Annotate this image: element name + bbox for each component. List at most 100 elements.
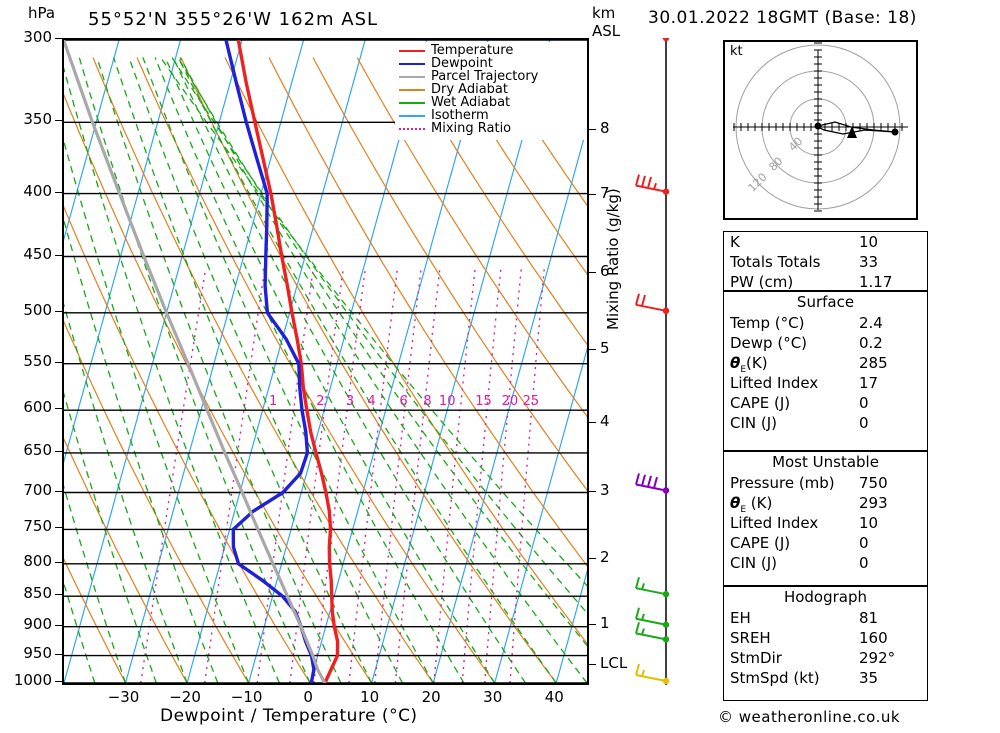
dry-adiabat-line <box>64 205 311 683</box>
dry-adiabat-line <box>136 57 496 683</box>
temperature-tick-label: 30 <box>483 688 503 706</box>
legend-label: Isotherm <box>431 108 489 123</box>
dry-adiabat-line <box>312 57 587 492</box>
mixing-ratio-label: 15 <box>475 394 492 409</box>
height-tick <box>589 490 596 492</box>
height-tick-label: 8 <box>600 119 610 138</box>
stat-key: Lifted Index <box>730 374 819 392</box>
legend-item: Mixing Ratio <box>395 122 587 135</box>
pressure-tick <box>55 120 62 122</box>
skewt-canvas: 1 2 3 4 6 8 10 15 20 25 <box>64 40 587 683</box>
stat-value: 0 <box>859 554 869 572</box>
hodograph-trace <box>817 121 896 135</box>
wet-adiabat-line <box>172 57 527 683</box>
stat-row: PW (cm) 1.17 <box>724 272 927 292</box>
wind-barb-full <box>635 473 640 485</box>
wet-adiabat-line <box>64 303 188 683</box>
wet-adiabat-line <box>177 57 587 647</box>
skewt-plot-area: 1 2 3 4 6 8 10 15 20 25 <box>62 38 589 685</box>
pressure-tick <box>55 191 62 193</box>
stat-key: Temp (°C) <box>730 314 805 332</box>
stat-row: CIN (J) 0 <box>724 413 927 433</box>
legend-label: Wet Adiabat <box>431 95 511 110</box>
legend-label: Dewpoint <box>431 56 493 71</box>
mixing-ratio-line <box>394 268 441 683</box>
pressure-tick <box>55 653 62 655</box>
x-axis-title: Dewpoint / Temperature (°C) <box>160 706 418 726</box>
stat-key: CIN (J) <box>730 554 778 572</box>
pressure-tick-label: 750 <box>23 517 52 536</box>
legend-item: Dewpoint <box>395 57 587 70</box>
stat-value: 81 <box>859 609 879 627</box>
stat-row: θE (K) 293 <box>724 493 927 515</box>
wind-barb <box>635 607 670 628</box>
stat-row: SREH 160 <box>724 628 927 648</box>
stat-value: 35 <box>859 669 879 687</box>
wind-barb-shaft <box>635 184 667 193</box>
stat-key: StmSpd (kt) <box>730 669 820 687</box>
wind-barb-full <box>635 576 640 589</box>
wet-adiabat-line <box>142 57 434 683</box>
mixing-ratio-line <box>433 268 476 683</box>
mixing-ratio-line <box>348 268 399 683</box>
stat-key: Lifted Index <box>730 514 819 532</box>
wet-adiabat-line <box>64 139 250 683</box>
isotherm-line <box>186 40 366 683</box>
stat-value: 293 <box>859 494 888 512</box>
stat-row: K 10 <box>724 232 927 252</box>
hodograph-unit-label: kt <box>730 44 743 59</box>
wind-barb-half <box>641 613 645 621</box>
stat-value: 33 <box>859 253 879 271</box>
stat-value: 160 <box>859 629 888 647</box>
legend-item: Wet Adiabat <box>395 96 587 109</box>
height-tick-label: 2 <box>600 548 610 567</box>
wind-barb-shaft <box>635 483 667 492</box>
panel-title: Hodograph <box>783 588 868 606</box>
dry-adiabat-line <box>356 57 587 418</box>
mixing-ratio-label: 10 <box>439 394 456 409</box>
stat-value: 0.2 <box>859 334 883 352</box>
stat-key: EH <box>730 609 751 627</box>
legend-swatch-wet-adiabat <box>399 101 425 104</box>
stat-value: 10 <box>859 233 879 251</box>
wind-barb-full <box>647 475 652 488</box>
wind-barb <box>635 663 670 685</box>
mixing-ratio-label: 2 <box>316 394 324 409</box>
stat-row: StmSpd (kt) 35 <box>724 668 927 688</box>
wind-barb-full <box>635 663 640 676</box>
chart-legend: Temperature Dewpoint Parcel Trajectory Dry … <box>395 42 587 140</box>
height-tick-label: 5 <box>600 338 610 357</box>
wind-barb-full <box>635 607 640 619</box>
stat-value: 0 <box>859 394 869 412</box>
stat-row: Totals Totals 33 <box>724 252 927 272</box>
stat-value: 285 <box>859 354 888 372</box>
legend-label: Temperature <box>431 43 514 58</box>
stat-key: K <box>730 233 740 251</box>
dry-adiabat-line <box>64 320 250 683</box>
stat-key: CAPE (J) <box>730 534 791 552</box>
mixing-ratio-label: 6 <box>399 394 407 409</box>
dry-adiabat-line <box>400 57 587 346</box>
pressure-tick-label: 450 <box>23 244 52 263</box>
pressure-tick <box>55 310 62 312</box>
wind-barb-shaft <box>635 674 667 682</box>
stat-key: CIN (J) <box>730 414 778 432</box>
isotherm-line <box>555 569 587 683</box>
dry-adiabat-line <box>268 57 587 567</box>
legend-item: Dry Adiabat <box>395 83 587 96</box>
pressure-tick-label: 900 <box>23 614 52 633</box>
stat-row: Lifted Index 17 <box>724 373 927 393</box>
height-tick-label: 1 <box>600 613 610 632</box>
stat-row: EH 81 <box>724 608 927 628</box>
wind-barb-full <box>641 294 646 307</box>
pressure-tick-label: 950 <box>23 643 52 662</box>
wet-adiabat-line <box>112 57 373 683</box>
stat-row: Pressure (mb) 750 <box>724 473 927 493</box>
stat-row: CIN (J) 0 <box>724 553 927 573</box>
height-tick <box>589 663 596 665</box>
stat-key: Pressure (mb) <box>730 474 835 492</box>
wind-barb-half <box>653 182 657 190</box>
wind-barb-column <box>622 20 692 685</box>
wind-barb-full <box>653 476 658 489</box>
wet-adiabat-line <box>160 57 587 587</box>
